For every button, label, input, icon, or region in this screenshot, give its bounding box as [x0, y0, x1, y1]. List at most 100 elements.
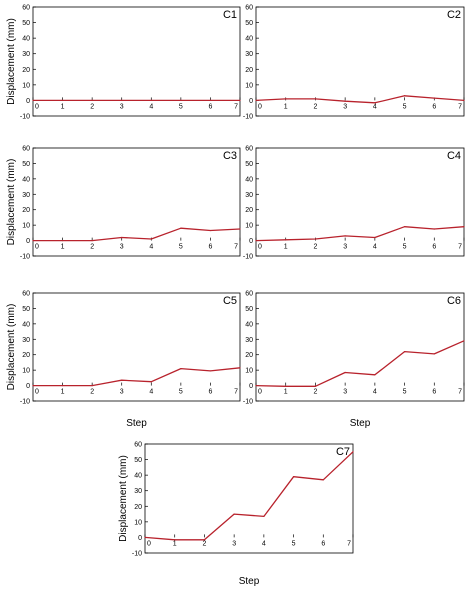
- y-tick-label: 0: [249, 98, 253, 105]
- data-point: [61, 99, 64, 102]
- data-point: [209, 370, 212, 372]
- x-tick-label: 6: [208, 103, 212, 110]
- x-tick-label: 4: [373, 244, 377, 251]
- data-point: [344, 235, 346, 237]
- data-point: [121, 99, 123, 102]
- y-tick-label: -10: [243, 254, 253, 261]
- data-point: [374, 102, 376, 104]
- data-point: [352, 451, 354, 453]
- y-tick-label: 20: [245, 352, 253, 359]
- panel-label: C1: [223, 9, 237, 21]
- x-tick-label: 2: [90, 244, 94, 251]
- series-line: [255, 226, 465, 242]
- chart-panel-c6: -10 0 10 20 30 40 50 60 0 1 2 3 4 5 6 7 C6 Step: [243, 291, 465, 429]
- x-tick-label: 0: [258, 103, 262, 110]
- x-tick-label: 7: [458, 389, 462, 396]
- data-point: [314, 238, 317, 240]
- y-tick-label: 20: [22, 67, 30, 74]
- series-line: [255, 340, 465, 387]
- data-point: [374, 374, 376, 376]
- y-tick-label: 50: [245, 20, 253, 27]
- series-line: [255, 95, 465, 104]
- x-tick-label: 3: [343, 244, 347, 251]
- x-tick-label: 4: [262, 540, 266, 547]
- y-tick-label: 20: [22, 352, 30, 359]
- x-tick-label: 2: [313, 389, 317, 396]
- y-tick-label: 10: [245, 223, 253, 230]
- data-point: [374, 236, 376, 239]
- x-tick-label: 4: [373, 389, 377, 396]
- data-point: [433, 228, 435, 230]
- chart-panel-c7: -10 0 10 20 30 40 50 60 0 1 2 3 4 5 6 7 C7 Displacement (…: [118, 442, 354, 587]
- x-axis-title: Step: [239, 576, 260, 587]
- x-tick-label: 7: [458, 103, 462, 110]
- y-tick-label: -10: [20, 399, 30, 406]
- x-tick-label: 5: [179, 389, 183, 396]
- plot-frame: [255, 6, 465, 117]
- data-point: [32, 239, 34, 242]
- y-tick-label: -10: [20, 114, 30, 121]
- x-tick-label: 5: [403, 244, 407, 251]
- panel-label: C3: [223, 150, 237, 162]
- y-tick-label: -10: [132, 551, 142, 558]
- y-tick-label: 60: [245, 291, 253, 298]
- x-tick-label: 6: [208, 244, 212, 251]
- y-tick-label: 10: [134, 519, 142, 526]
- x-tick-label: 3: [120, 244, 124, 251]
- x-tick-label: 6: [208, 389, 212, 396]
- x-axis-title: Step: [350, 418, 371, 429]
- y-tick-label: 40: [245, 36, 253, 43]
- x-tick-label: 0: [35, 103, 39, 110]
- data-point: [344, 371, 346, 374]
- y-tick-label: 0: [138, 535, 142, 542]
- y-tick-label: 10: [22, 223, 30, 230]
- y-tick-label: 40: [22, 176, 30, 183]
- y-tick-label: 50: [245, 161, 253, 168]
- data-point: [174, 539, 176, 541]
- x-tick-label: 1: [284, 244, 288, 251]
- data-point: [263, 515, 265, 518]
- y-tick-label: 50: [22, 306, 30, 313]
- y-tick-label: 50: [22, 161, 30, 168]
- x-tick-label: 4: [149, 389, 153, 396]
- y-tick-label: 50: [134, 457, 142, 464]
- x-axis-title: Step: [126, 418, 147, 429]
- data-point: [292, 476, 295, 478]
- x-tick-label: 2: [202, 540, 206, 547]
- data-point: [150, 381, 152, 383]
- data-point: [209, 229, 212, 232]
- x-tick-label: 2: [90, 103, 94, 110]
- x-tick-label: 7: [347, 540, 351, 547]
- x-tick-label: 6: [432, 244, 436, 251]
- y-tick-label: -10: [243, 114, 253, 121]
- plot-frame: [32, 6, 241, 117]
- y-tick-label: 50: [245, 306, 253, 313]
- series-line: [33, 227, 241, 242]
- x-tick-label: 0: [147, 540, 151, 547]
- data-point: [463, 340, 465, 342]
- x-tick-label: 0: [258, 244, 262, 251]
- data-point: [203, 539, 206, 541]
- y-axis-title: Displacement (mm): [6, 18, 17, 105]
- x-tick-label: 6: [321, 540, 325, 547]
- x-tick-label: 5: [403, 103, 407, 110]
- x-tick-label: 2: [313, 103, 317, 110]
- data-point: [239, 99, 241, 102]
- y-tick-label: 30: [22, 51, 30, 58]
- x-tick-label: 0: [258, 389, 262, 396]
- chart-panel-c3: -10 0 10 20 30 40 50 60 0 1 2 3 4 5 6 7 C3 Displacement (…: [6, 146, 241, 261]
- y-tick-label: 10: [22, 82, 30, 89]
- y-tick-label: 20: [245, 67, 253, 74]
- x-tick-label: 2: [90, 389, 94, 396]
- data-point: [144, 536, 146, 539]
- y-tick-label: 20: [134, 504, 142, 511]
- y-tick-label: 60: [22, 146, 30, 153]
- y-tick-label: -10: [20, 254, 30, 261]
- y-tick-label: 40: [134, 473, 142, 480]
- data-point: [180, 227, 182, 229]
- y-tick-label: 40: [245, 176, 253, 183]
- x-tick-label: 3: [343, 103, 347, 110]
- data-point: [32, 99, 34, 102]
- y-tick-label: 60: [134, 442, 142, 449]
